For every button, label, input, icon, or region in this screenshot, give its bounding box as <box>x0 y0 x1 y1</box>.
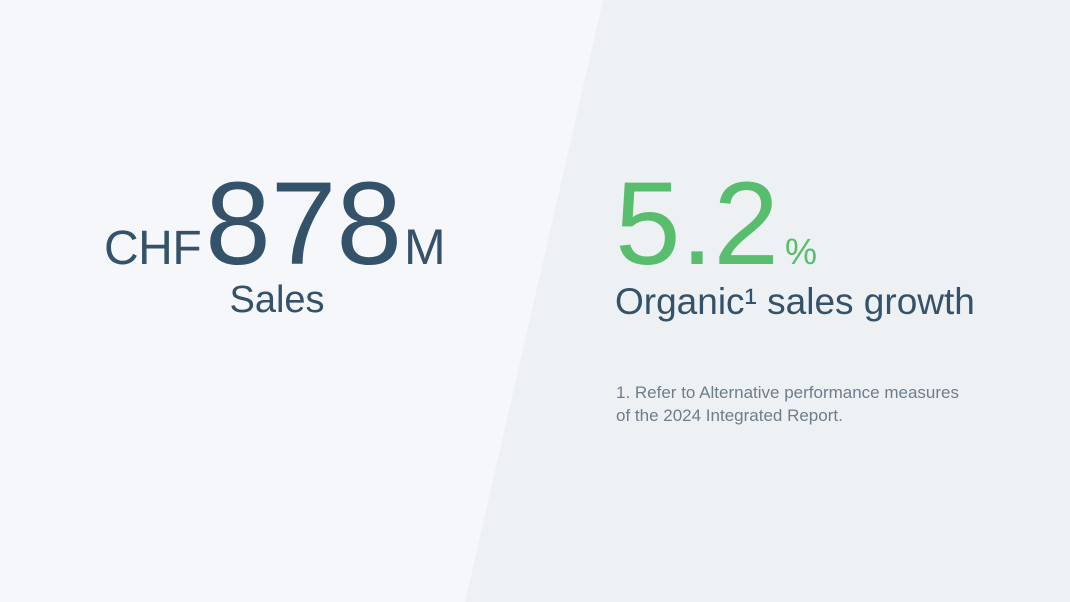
footnote-line-2: of the 2024 Integrated Report. <box>616 406 843 425</box>
organic-growth-unit: % <box>785 231 818 272</box>
organic-growth-value-row: 5.2 % <box>615 156 817 292</box>
sales-label: Sales <box>229 279 325 321</box>
organic-growth-label: Organic¹ sales growth <box>615 281 975 322</box>
footnote: 1. Refer to Alternative performance meas… <box>616 381 959 427</box>
sales-kpi-value-row: CHF 878 M <box>104 156 446 292</box>
sales-value: 878 <box>205 158 403 290</box>
organic-growth-value: 5.2 <box>615 158 780 290</box>
footnote-line-1: 1. Refer to Alternative performance meas… <box>616 383 959 402</box>
sales-unit: M <box>404 219 446 275</box>
currency-prefix: CHF <box>104 222 202 275</box>
